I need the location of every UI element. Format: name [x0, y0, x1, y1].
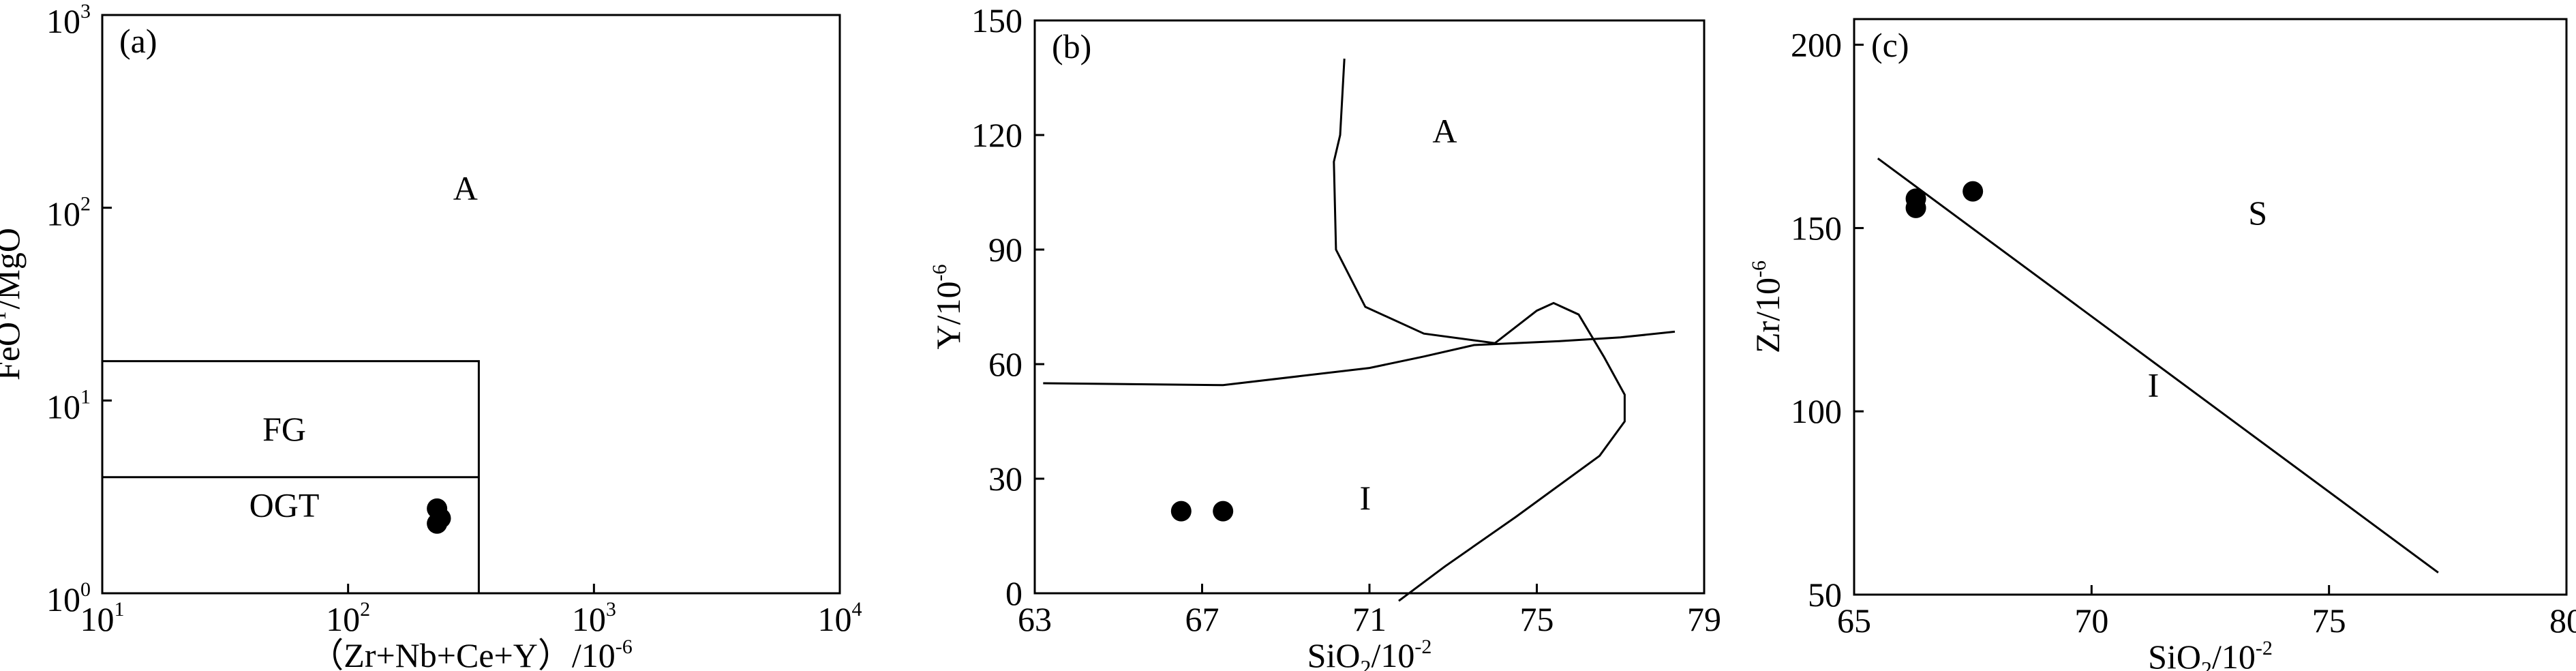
data-point [1905, 197, 1926, 218]
y-tick-label: 100 [1791, 392, 1842, 430]
field-label: A [453, 169, 478, 207]
x-tick-label: 63 [1018, 600, 1052, 638]
y-tick-label: 200 [1791, 26, 1842, 64]
field-boundary [102, 360, 480, 593]
data-point [1170, 501, 1192, 522]
field-label: FG [262, 410, 306, 448]
y-tick-label: 100 [46, 578, 91, 618]
y-tick-label: 101 [46, 385, 91, 426]
x-tick-label: 75 [2312, 601, 2346, 640]
x-tick-label: 65 [1837, 601, 1871, 640]
x-tick-label: 67 [1185, 600, 1219, 638]
field-label: S [2248, 194, 2267, 232]
x-axis-title: （Zr+Nb+Ce+Y）/10-6 [309, 636, 632, 671]
y-tick-label: 150 [971, 1, 1022, 40]
y-axis-title: Zr/10-6 [1748, 260, 1787, 353]
x-tick-label: 75 [1520, 600, 1554, 638]
field-boundary [1333, 58, 1626, 602]
y-tick-label: 0 [1005, 574, 1022, 612]
x-tick-label: 104 [818, 598, 862, 638]
panel-label: (b) [1052, 27, 1091, 65]
panel-label: (c) [1871, 26, 1909, 64]
data-point [1963, 181, 1984, 202]
x-tick-label: 79 [1687, 600, 1721, 638]
x-tick-label: 102 [326, 598, 370, 638]
x-tick-label: 103 [572, 598, 616, 638]
y-tick-label: 50 [1808, 576, 1842, 614]
y-tick-label: 103 [46, 0, 91, 40]
field-label: OGT [249, 486, 320, 524]
plot-frame [101, 14, 841, 595]
y-tick-label: 150 [1791, 209, 1842, 247]
y-axis-title: FeOT/MgO [0, 228, 27, 381]
x-tick-label: 70 [2074, 601, 2108, 640]
field-boundary [1877, 158, 2439, 573]
x-tick-label: 71 [1352, 600, 1387, 638]
y-tick-label: 90 [988, 230, 1022, 269]
plot-frame [1853, 18, 2568, 596]
field-label: I [1360, 479, 1372, 517]
x-axis-title: SiO2/10-2 [2148, 637, 2273, 671]
y-tick-label: 102 [46, 193, 91, 233]
x-tick-label: 101 [80, 598, 125, 638]
x-tick-label: 80 [2549, 601, 2576, 640]
y-tick-label: 120 [971, 116, 1022, 154]
field-label: A [1432, 112, 1457, 150]
y-axis-title: Y/10-6 [928, 265, 967, 350]
panel-label: (a) [119, 22, 157, 60]
y-tick-label: 60 [988, 345, 1022, 383]
field-label: I [2148, 366, 2160, 404]
data-point [430, 507, 451, 528]
data-point [1213, 501, 1234, 522]
x-axis-title: SiO2/10-2 [1307, 636, 1432, 671]
y-tick-label: 30 [988, 460, 1022, 498]
field-boundary [1043, 330, 1676, 387]
